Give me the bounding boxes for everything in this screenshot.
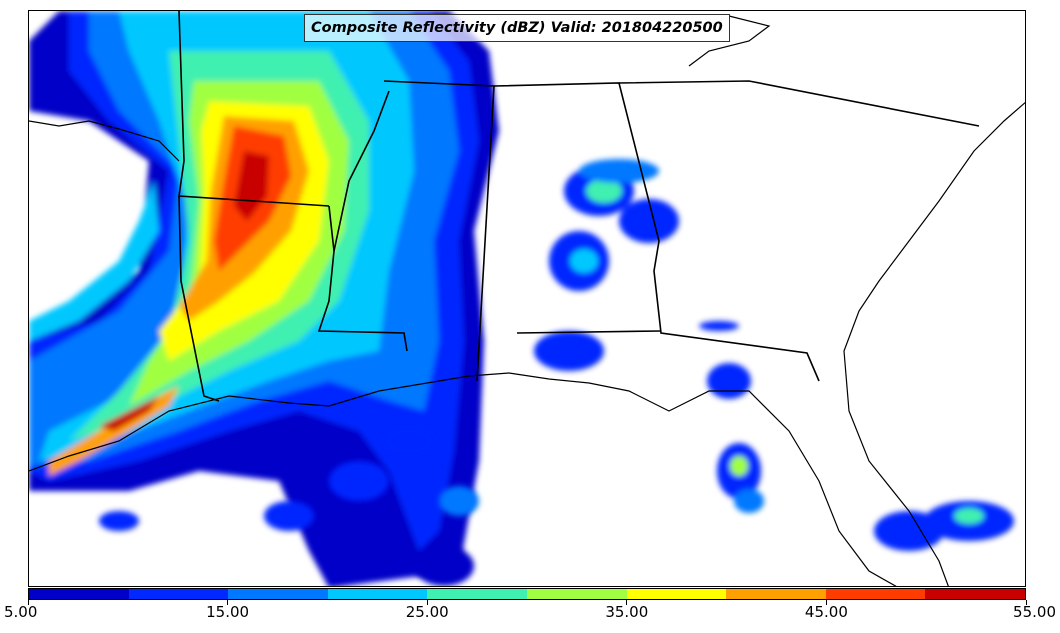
- echo-region-west: [29, 181, 159, 341]
- map-canvas: [29, 11, 1025, 586]
- colorbar-tick-label: 15.00: [206, 603, 250, 621]
- colorbar-swatch: [726, 589, 826, 599]
- colorbar-tick-label: 55.00: [1013, 603, 1056, 621]
- colorbar-tick: [27, 600, 29, 605]
- colorbar-tick-label: 5.00: [4, 603, 38, 621]
- colorbar-tick: [626, 600, 628, 605]
- colorbar-tick: [227, 600, 229, 605]
- map-title: Composite Reflectivity (dBZ) Valid: 2018…: [304, 14, 730, 42]
- colorbar-swatch: [626, 589, 727, 599]
- colorbar-swatch: [526, 589, 627, 599]
- colorbar-tick: [1025, 600, 1027, 605]
- colorbar-swatch: [327, 589, 428, 599]
- colorbar-swatch: [925, 589, 1025, 599]
- colorbar-tick: [825, 600, 827, 605]
- scattered-cells: [99, 159, 1014, 586]
- colorbar-tick-label: 45.00: [804, 603, 848, 621]
- reflectivity-field: [29, 11, 1014, 586]
- coastline: [29, 15, 1025, 586]
- colorbar-tick-label: 25.00: [405, 603, 449, 621]
- radar-map: [28, 10, 1026, 587]
- colorbar-swatch: [29, 589, 129, 599]
- state-boundaries: [178, 11, 980, 402]
- colorbar-swatch: [427, 589, 527, 599]
- colorbar: [28, 588, 1026, 600]
- colorbar-tick: [426, 600, 428, 605]
- colorbar-swatch: [825, 589, 926, 599]
- colorbar-tick-label: 35.00: [605, 603, 649, 621]
- colorbar-swatch: [128, 589, 229, 599]
- colorbar-swatch: [228, 589, 328, 599]
- echo-region-main-55: [234, 151, 269, 221]
- echo-region-sw-core: [99, 396, 159, 431]
